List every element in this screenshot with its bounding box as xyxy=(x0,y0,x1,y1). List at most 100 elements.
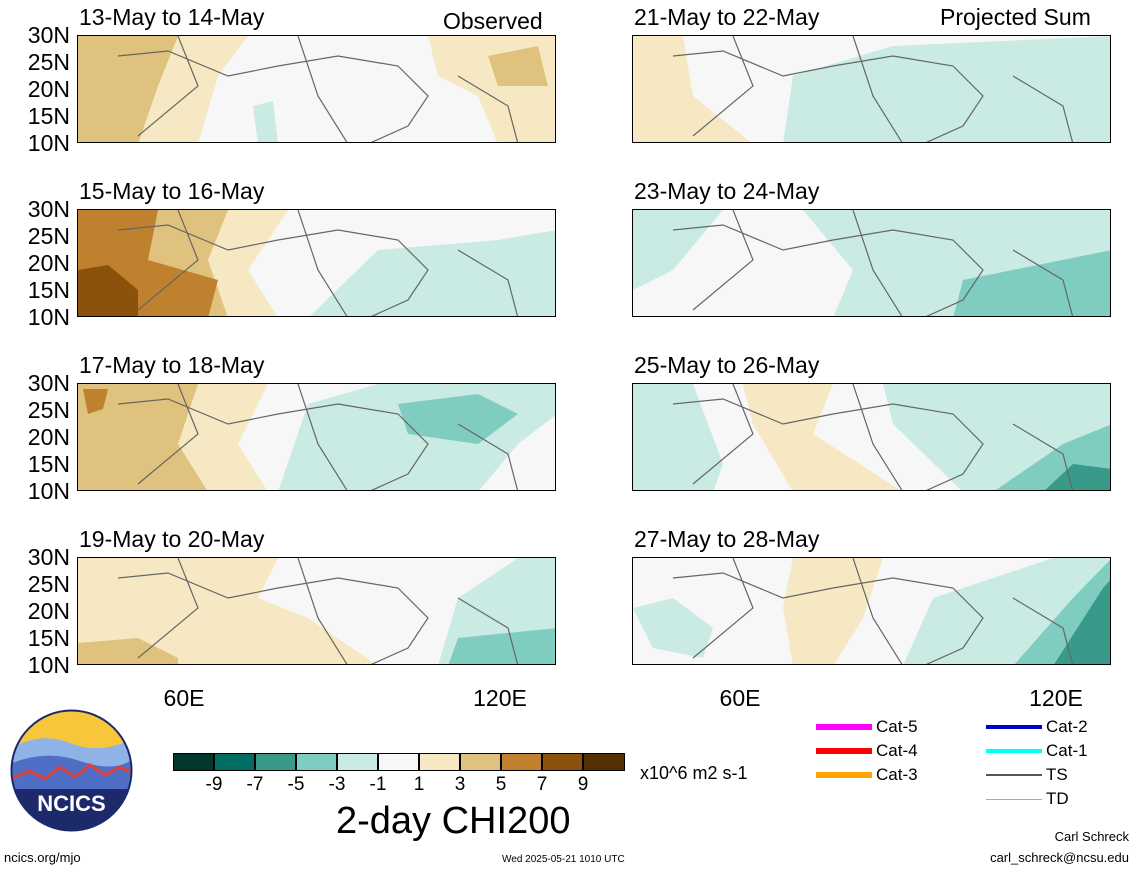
colorbar-label: -5 xyxy=(287,774,305,795)
legend-swatch xyxy=(986,774,1042,776)
colorbar-label: 7 xyxy=(536,774,548,795)
lat-label: 20N xyxy=(27,76,70,102)
lon-label: 60E xyxy=(163,685,205,711)
colorbar-label: 3 xyxy=(454,774,466,795)
legend-item-ts: TS xyxy=(986,765,1068,785)
colorbar-swatch xyxy=(255,753,296,771)
contour-field xyxy=(633,558,1110,664)
panel-title: 17-May to 18-May xyxy=(79,352,265,378)
legend-label: Cat-3 xyxy=(876,765,918,784)
lat-label: 10N xyxy=(27,652,70,678)
contour-field xyxy=(78,558,555,664)
colorbar-label: -1 xyxy=(369,774,387,795)
colorbar-swatch xyxy=(337,753,378,771)
lat-label: 25N xyxy=(27,571,70,597)
map-plot xyxy=(77,209,556,317)
lat-label: 10N xyxy=(27,478,70,504)
legend-item-cat3: Cat-3 xyxy=(816,765,918,785)
lon-label: 60E xyxy=(719,685,761,711)
panel-title: 19-May to 20-May xyxy=(79,526,265,552)
lat-label: 30N xyxy=(27,544,70,570)
legend-swatch xyxy=(816,724,872,730)
panel-title: 25-May to 26-May xyxy=(634,352,820,378)
colorbar-units: x10^6 m2 s-1 xyxy=(640,763,748,783)
colorbar-title: 2-day CHI200 xyxy=(336,800,571,842)
legend-swatch xyxy=(816,748,872,754)
legend-label: Cat-4 xyxy=(876,741,918,760)
contour-field xyxy=(633,384,1110,490)
legend-swatch xyxy=(816,772,872,778)
footer-url[interactable]: ncics.org/mjo xyxy=(4,850,81,865)
lat-label: 15N xyxy=(27,451,70,477)
colorbar-swatch xyxy=(214,753,255,771)
panel-title: 13-May to 14-May xyxy=(79,4,265,30)
colorbar-swatch xyxy=(583,753,625,771)
panel-title: 27-May to 28-May xyxy=(634,526,820,552)
map-plot xyxy=(77,35,556,143)
colorbar-swatch xyxy=(542,753,583,771)
panel-title: 15-May to 16-May xyxy=(79,178,265,204)
contour-field xyxy=(78,36,555,142)
lat-label: 10N xyxy=(27,130,70,156)
logo-text: NCICS xyxy=(37,791,105,816)
map-plot xyxy=(632,557,1111,665)
colorbar-label: -9 xyxy=(205,774,223,795)
colorbar-swatch xyxy=(419,753,460,771)
colorbar-label: 5 xyxy=(495,774,507,795)
lat-label: 25N xyxy=(27,223,70,249)
footer-author: Carl Schreck xyxy=(1054,829,1129,844)
projected-sum-label: Projected Sum xyxy=(940,4,1091,30)
lat-label: 25N xyxy=(27,397,70,423)
lat-label: 20N xyxy=(27,424,70,450)
map-plot xyxy=(77,557,556,665)
contour-field xyxy=(633,36,1110,142)
colorbar-label: 9 xyxy=(577,774,589,795)
legend-label: TS xyxy=(1046,765,1068,784)
map-plot xyxy=(632,209,1111,317)
contour-field xyxy=(78,384,555,490)
lat-label: 25N xyxy=(27,49,70,75)
colorbar-swatch xyxy=(501,753,542,771)
lat-label: 20N xyxy=(27,598,70,624)
panel-title: 23-May to 24-May xyxy=(634,178,820,204)
lat-label: 20N xyxy=(27,250,70,276)
lat-label: 30N xyxy=(27,196,70,222)
legend-swatch xyxy=(986,725,1042,729)
colorbar-label: -3 xyxy=(328,774,346,795)
lon-label: 120E xyxy=(473,685,527,711)
footer-email[interactable]: carl_schreck@ncsu.edu xyxy=(990,850,1129,865)
lat-label: 15N xyxy=(27,625,70,651)
lat-label: 10N xyxy=(27,304,70,330)
map-plot xyxy=(632,35,1111,143)
map-plot xyxy=(77,383,556,491)
legend-item-cat1: Cat-1 xyxy=(986,741,1088,761)
lon-label: 120E xyxy=(1029,685,1083,711)
legend-item-td: TD xyxy=(986,789,1069,809)
legend-swatch xyxy=(986,749,1042,753)
legend-item-cat4: Cat-4 xyxy=(816,741,918,761)
footer-timestamp: Wed 2025-05-21 1010 UTC xyxy=(502,854,625,865)
contour-field xyxy=(633,210,1110,316)
map-plot xyxy=(632,383,1111,491)
lat-label: 15N xyxy=(27,277,70,303)
legend-label: Cat-2 xyxy=(1046,717,1088,736)
lat-label: 15N xyxy=(27,103,70,129)
colorbar-swatch xyxy=(173,753,214,771)
colorbar-swatch xyxy=(296,753,337,771)
colorbar-swatch xyxy=(378,753,419,771)
legend-item-cat2: Cat-2 xyxy=(986,717,1088,737)
lat-label: 30N xyxy=(27,22,70,48)
legend-swatch xyxy=(986,798,1042,800)
colorbar-label: 1 xyxy=(413,774,425,795)
panel-title: 21-May to 22-May xyxy=(634,4,820,30)
lat-label: 30N xyxy=(27,370,70,396)
legend-label: TD xyxy=(1046,789,1069,808)
ncics-logo: NCICS xyxy=(10,709,133,832)
legend-item-cat5: Cat-5 xyxy=(816,717,918,737)
colorbar-label: -7 xyxy=(246,774,264,795)
legend-label: Cat-5 xyxy=(876,717,918,736)
legend-label: Cat-1 xyxy=(1046,741,1088,760)
colorbar-swatch xyxy=(460,753,501,771)
contour-field xyxy=(78,210,555,316)
observed-label: Observed xyxy=(443,8,543,34)
